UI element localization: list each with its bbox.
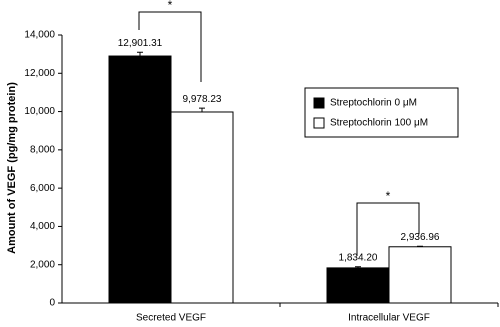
value-label: 2,936.96 xyxy=(401,232,440,243)
y-tick-label: 14,000 xyxy=(24,30,55,41)
y-tick-label: 6,000 xyxy=(30,183,55,194)
y-tick-label: 10,000 xyxy=(24,106,55,117)
bar xyxy=(170,111,234,304)
significance-star: * xyxy=(168,0,173,12)
value-label: 9,978.23 xyxy=(183,94,222,105)
significance-star: * xyxy=(386,189,391,203)
value-label: 1,834.20 xyxy=(339,252,378,263)
legend-label: Streptochlorin 0 μM xyxy=(330,98,417,109)
y-tick-label: 4,000 xyxy=(30,221,55,232)
error-bar xyxy=(199,107,205,112)
bar xyxy=(326,267,390,304)
x-tick-label: Intracellular VEGF xyxy=(348,313,430,324)
legend-swatch xyxy=(313,117,325,129)
x-tick-label: Secreted VEGF xyxy=(136,313,206,324)
bar xyxy=(108,55,172,304)
value-label: 12,901.31 xyxy=(118,38,163,49)
error-bar xyxy=(355,266,361,268)
bar xyxy=(388,246,452,304)
y-tick-label: 2,000 xyxy=(30,259,55,270)
significance-bracket xyxy=(138,11,202,82)
y-axis-title: Amount of VEGF (pg/mg protein) xyxy=(6,82,18,254)
y-tick-label: 0 xyxy=(49,298,55,309)
significance-bracket xyxy=(356,202,420,256)
y-tick-label: 8,000 xyxy=(30,144,55,155)
error-bar xyxy=(417,245,423,247)
error-bar xyxy=(137,51,143,57)
legend-box xyxy=(304,87,459,138)
legend-label: Streptochlorin 100 μM xyxy=(330,118,428,129)
y-tick-label: 12,000 xyxy=(24,68,55,79)
legend-swatch xyxy=(313,97,325,109)
